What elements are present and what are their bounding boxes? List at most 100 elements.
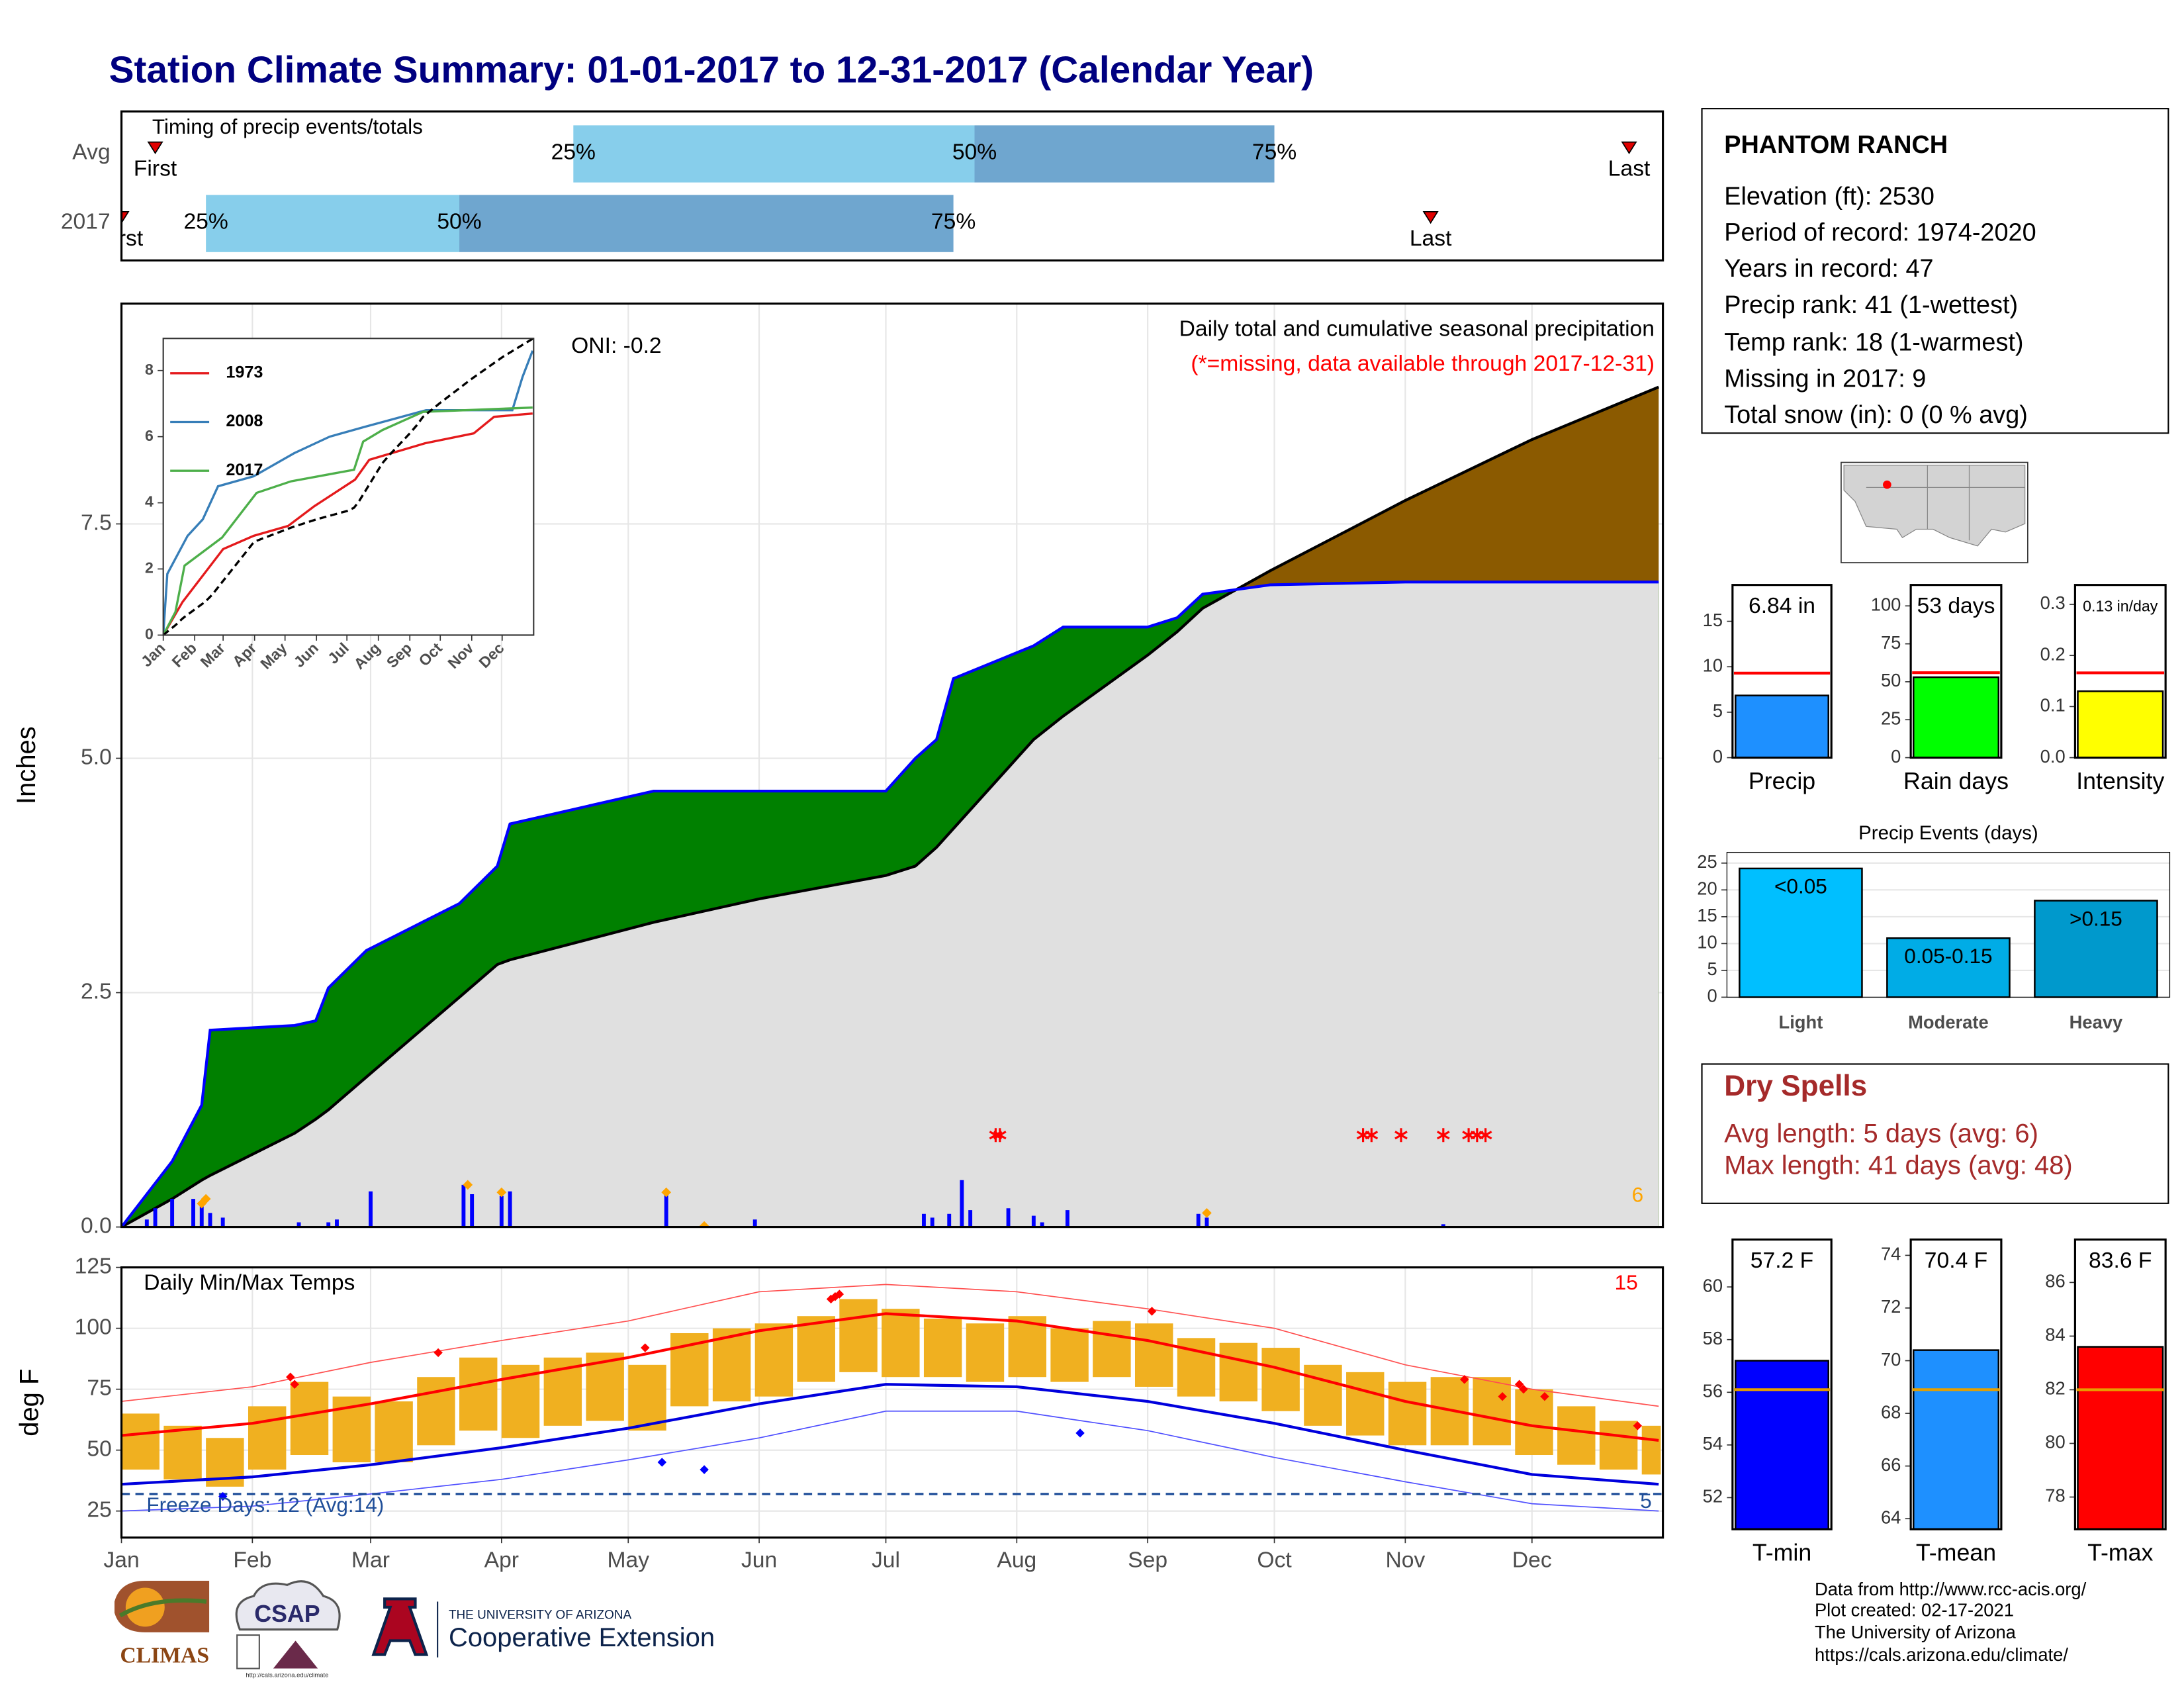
legend-label: 2017 xyxy=(226,461,263,479)
legend-label: 1973 xyxy=(226,363,263,382)
x-tick-label: Nov xyxy=(1385,1548,1425,1572)
dry-spells-line: Avg length: 5 days (avg: 6) xyxy=(1724,1119,2038,1148)
temp-range-bar xyxy=(754,1323,794,1397)
dry-spells-title: Dry Spells xyxy=(1724,1070,1867,1102)
x-tick-label: Mar xyxy=(351,1548,390,1572)
temp-range-bar xyxy=(1515,1389,1553,1456)
temp-range-bar xyxy=(248,1406,287,1470)
record-count: 6 xyxy=(1632,1183,1644,1207)
station-box xyxy=(1701,108,2169,434)
station-line: Missing in 2017: 9 xyxy=(1724,365,1926,393)
value-label: 6.84 in xyxy=(1749,594,1815,618)
missing-marker xyxy=(1394,1128,1408,1143)
bar xyxy=(1735,1360,1829,1530)
csap-bars xyxy=(236,1634,260,1669)
daily-bar xyxy=(326,1222,331,1227)
quartile-bar xyxy=(206,195,460,252)
base-area xyxy=(121,582,1659,1227)
temp-range-bar xyxy=(1008,1316,1046,1378)
y-tick-label: 86 xyxy=(2045,1271,2065,1291)
daily-bar xyxy=(153,1208,158,1227)
y-tick-label: 15 xyxy=(1697,905,1717,925)
daily-bar xyxy=(1205,1217,1209,1227)
y-tick-label: 75 xyxy=(1881,632,1901,653)
ua-mark xyxy=(371,1597,429,1656)
category-label: Heavy xyxy=(2070,1012,2123,1033)
plot-border xyxy=(1909,1238,2003,1530)
station-line: Total snow (in): 0 (0 % avg) xyxy=(1724,401,2028,429)
x-tick-label: Aug xyxy=(997,1548,1036,1572)
quartile-label: 25% xyxy=(551,140,596,164)
y-tick-label: 52 xyxy=(1703,1486,1723,1507)
temp-range-bar xyxy=(1346,1372,1385,1436)
credit: Plot created: 02-17-2021 xyxy=(1815,1600,2014,1620)
temp-range-bar xyxy=(882,1309,920,1378)
temp-record-marker xyxy=(641,1343,650,1352)
x-tick-label: Jan xyxy=(103,1548,139,1572)
ua-text: THE UNIVERSITY OF ARIZONA xyxy=(449,1609,632,1622)
temp-record-marker xyxy=(433,1348,443,1358)
event-marker xyxy=(1422,211,1439,224)
y-tick-label: 8 xyxy=(145,361,154,378)
temp-range-bar xyxy=(1473,1377,1511,1446)
plot-border xyxy=(2073,1238,2167,1530)
quartile-bar xyxy=(573,125,975,183)
daily-bar xyxy=(208,1213,212,1227)
value-label: 57.2 F xyxy=(1751,1248,1813,1273)
record-marker xyxy=(699,1221,709,1227)
temp-range-bar xyxy=(1050,1328,1089,1382)
ua-logo: THE UNIVERSITY OF ARIZONA Cooperative Ex… xyxy=(371,1597,715,1658)
credit: Data from http://www.rcc-acis.org/ xyxy=(1815,1579,2087,1599)
temp-range-bar xyxy=(1093,1321,1131,1378)
temp-range-bar xyxy=(797,1316,835,1382)
y-tick-label: 74 xyxy=(1881,1244,1901,1264)
row-label: 2017 xyxy=(61,210,111,234)
record-high-count: 15 xyxy=(1615,1270,1638,1294)
x-tick-label: Apr xyxy=(484,1548,519,1572)
daily-bar xyxy=(199,1200,204,1227)
y-tick-label: 50 xyxy=(1881,670,1901,690)
record-low-count: 5 xyxy=(1640,1489,1652,1513)
category-label: Intensity xyxy=(2076,768,2164,794)
y-tick-label: 6 xyxy=(145,427,154,444)
csap-mountain xyxy=(273,1640,318,1669)
y-tick-label: 0 xyxy=(1713,746,1723,767)
event-marker xyxy=(147,141,163,155)
temp-range-bar xyxy=(163,1425,202,1479)
panel-title: Daily total and cumulative seasonal prec… xyxy=(1179,317,1655,342)
csap-text: CSAP xyxy=(254,1601,320,1627)
plot-border xyxy=(120,110,1664,262)
precip-plot xyxy=(121,385,1660,1227)
y-tick-label: 54 xyxy=(1703,1433,1723,1454)
series-line xyxy=(163,412,533,635)
y-tick-label: 82 xyxy=(2045,1378,2065,1399)
temp-record-marker xyxy=(1147,1307,1157,1316)
quartile-label: 75% xyxy=(931,210,976,234)
plot-border xyxy=(1731,584,1833,759)
y-tick-label: 60 xyxy=(1703,1275,1723,1295)
timing-plot: 25% 50% 75% First Last 25% 50% 75% First Last xyxy=(121,125,1651,252)
temp-range-bar xyxy=(121,1413,159,1470)
category-label: T-max xyxy=(2087,1539,2153,1566)
y-tick-label: 5 xyxy=(1707,959,1717,979)
temp-record-marker xyxy=(1519,1384,1528,1394)
y-tick-label: 100 xyxy=(75,1315,112,1340)
category-label: T-mean xyxy=(1916,1539,1996,1566)
credit: https://cals.arizona.edu/climate/ xyxy=(1815,1644,2068,1665)
y-tick-label: 25 xyxy=(1697,851,1717,872)
bar-panel: 78 80 82 84 86 83.6 F T-max xyxy=(2045,1238,2167,1566)
temp-range-bar xyxy=(1557,1406,1596,1465)
plot-border xyxy=(120,303,1664,1229)
y-tick-label: 80 xyxy=(2045,1432,2065,1452)
daily-bar xyxy=(1031,1215,1036,1227)
quartile-label: 75% xyxy=(1252,140,1297,164)
y-tick-label: 5.0 xyxy=(81,745,112,769)
temp-range-bar xyxy=(712,1328,751,1402)
extension-text: Cooperative Extension xyxy=(449,1623,715,1652)
y-tick-label: 0.2 xyxy=(2040,643,2066,664)
row-label: Avg xyxy=(72,140,110,164)
bar-panel: 0.0 0.1 0.2 0.3 0.13 in/day Intensity xyxy=(2040,584,2167,794)
range-label: <0.05 xyxy=(1774,874,1827,898)
temperature-panel: 25 50 75 100 125 Jan Feb Mar Apr May Jun Jul Aug Sep O… xyxy=(15,1254,1664,1572)
plot-border xyxy=(162,338,535,636)
